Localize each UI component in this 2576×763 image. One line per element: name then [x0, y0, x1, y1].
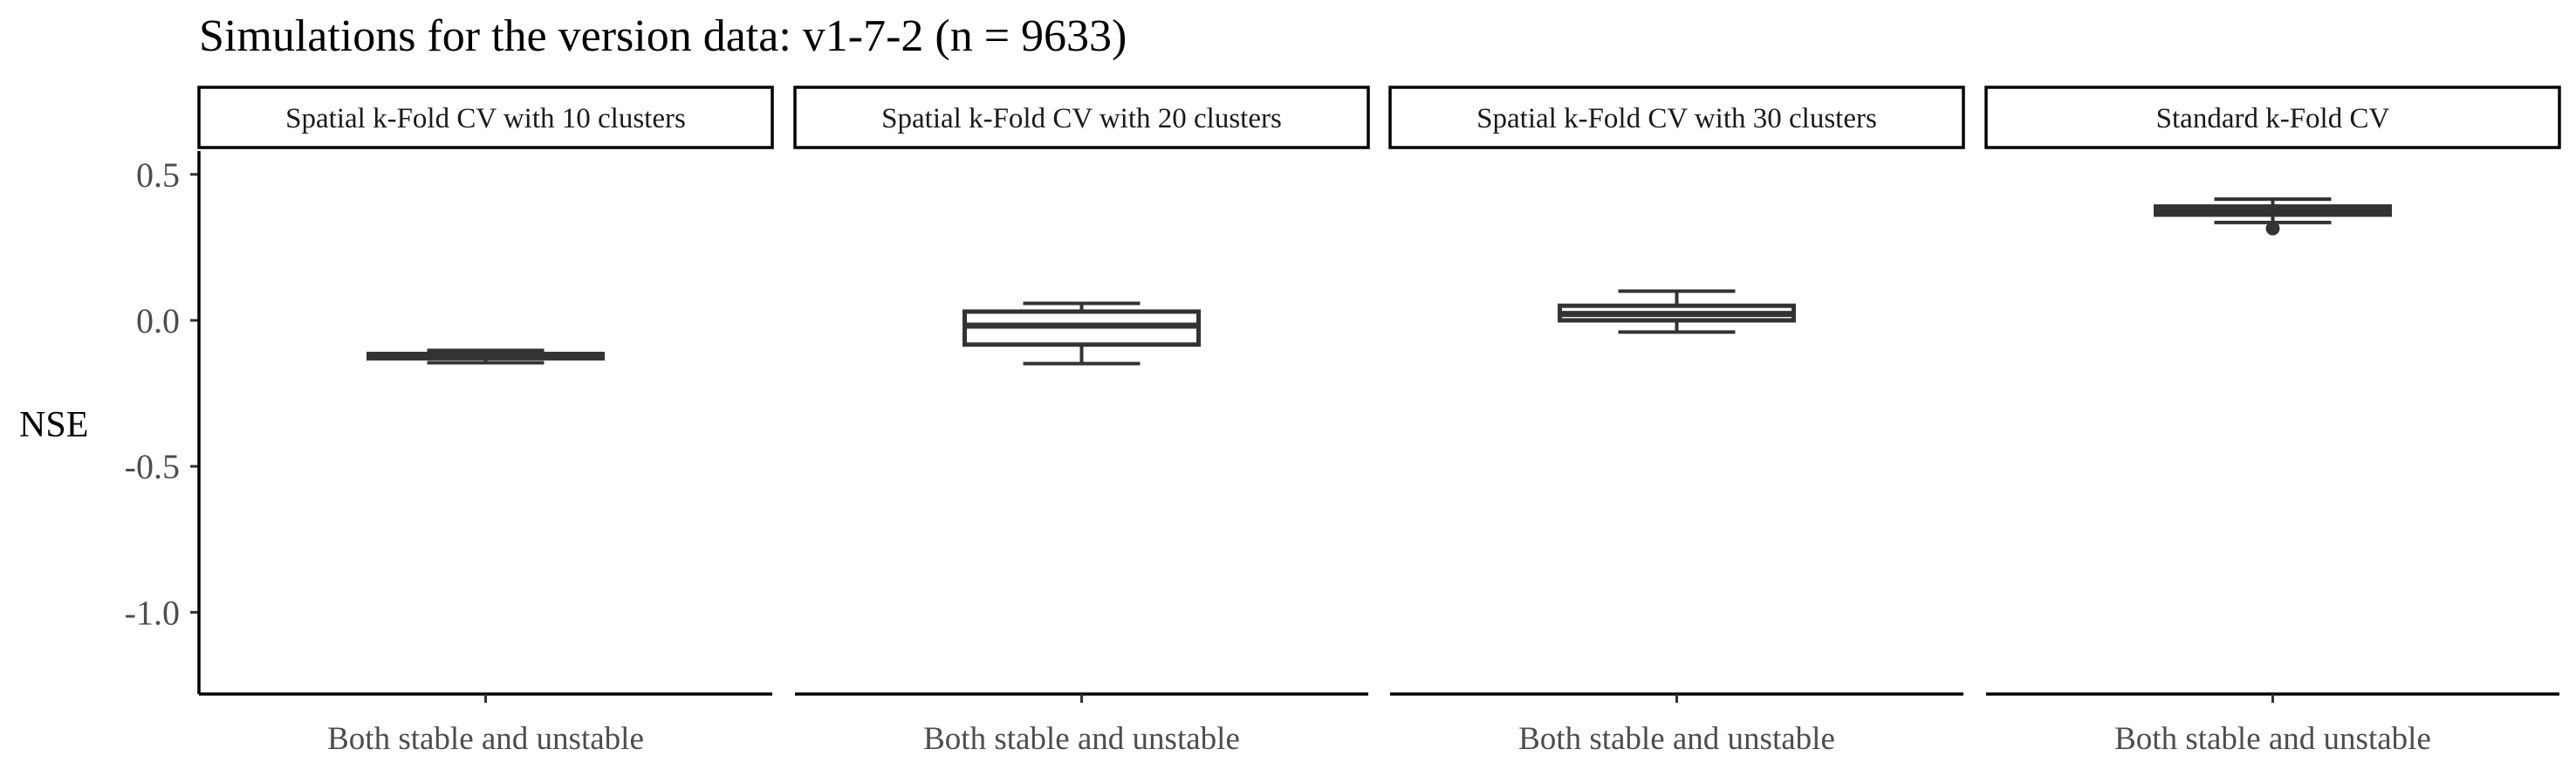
- facet-strip-label: Spatial k-Fold CV with 20 clusters: [881, 103, 1282, 134]
- chart-title: Simulations for the version data: v1-7-2…: [199, 11, 1127, 61]
- boxplot: [1558, 289, 1796, 334]
- facet-strip: [197, 86, 774, 149]
- y-tick-label: 0.5: [136, 155, 180, 195]
- facet-panel: Spatial k-Fold CV with 10 clusters Both s…: [197, 86, 774, 757]
- facet-strip: [793, 86, 1370, 149]
- facet-panels: Spatial k-Fold CV with 10 clusters Both s…: [197, 86, 2561, 757]
- boxplot: [963, 301, 1201, 366]
- y-tick-label: -0.5: [125, 447, 180, 486]
- boxplot: [367, 348, 605, 365]
- x-tick-label: Both stable and unstable: [1518, 721, 1835, 757]
- facet-strip: [1388, 86, 1965, 149]
- facet-panel: Spatial k-Fold CV with 30 clusters Both s…: [1388, 86, 1965, 757]
- facet-panel: Spatial k-Fold CV with 20 clusters Both s…: [793, 86, 1370, 757]
- y-tick-label: 0.0: [136, 301, 180, 340]
- y-axis: 0.5 0.0 -0.5 -1.0: [125, 155, 199, 632]
- facet-strip-label: Spatial k-Fold CV with 30 clusters: [1476, 103, 1877, 134]
- facet-panel: Standard k-Fold CV Both stable and unstab…: [1984, 86, 2561, 757]
- y-tick-label: -1.0: [125, 593, 180, 632]
- y-axis-label: NSE: [19, 405, 88, 445]
- x-tick-label: Both stable and unstable: [923, 721, 1240, 757]
- x-tick-label: Both stable and unstable: [327, 721, 644, 757]
- facet-strip: [1984, 86, 2561, 149]
- facet-strip-label: Standard k-Fold CV: [2156, 103, 2390, 134]
- outlier-point: [2265, 221, 2280, 236]
- x-tick-label: Both stable and unstable: [2114, 721, 2431, 757]
- facet-strip-label: Spatial k-Fold CV with 10 clusters: [285, 103, 686, 134]
- boxplot: [2154, 197, 2392, 236]
